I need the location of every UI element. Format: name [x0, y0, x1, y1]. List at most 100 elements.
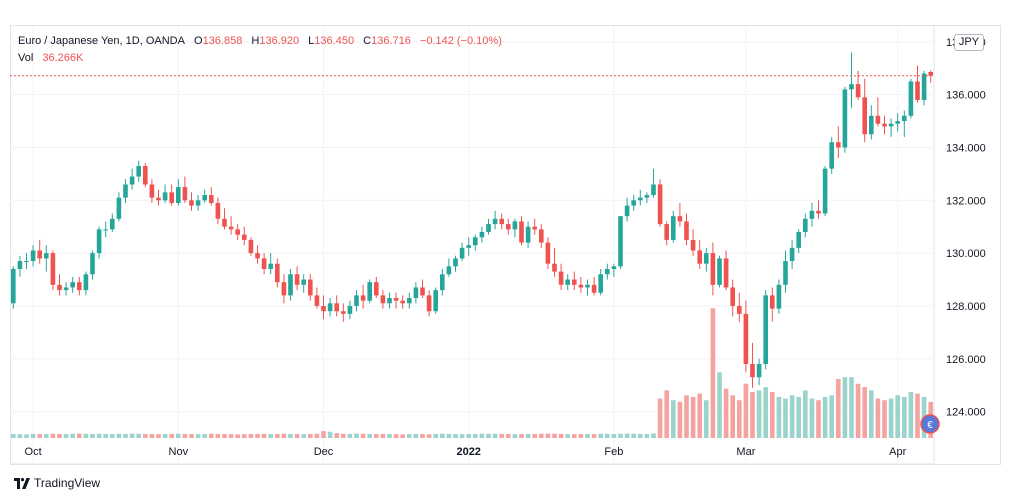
- candle-body: [261, 258, 267, 269]
- price-tick-label: 132.000: [946, 195, 986, 207]
- tradingview-footer[interactable]: TradingView: [14, 474, 100, 492]
- volume-bar: [228, 434, 234, 438]
- candle-body: [611, 266, 617, 269]
- volume-bar: [895, 395, 901, 438]
- volume-bar: [453, 434, 458, 438]
- candle-body: [387, 298, 392, 304]
- candle-body: [360, 295, 366, 301]
- volume-bar: [750, 392, 755, 438]
- candle-body: [849, 84, 854, 90]
- volume-bar: [380, 433, 386, 438]
- volume-bar: [208, 433, 214, 438]
- currency-badge[interactable]: JPY: [954, 34, 984, 51]
- volume-bar: [10, 434, 16, 438]
- volume-bar: [532, 434, 538, 438]
- price-tick-label: 128.000: [946, 301, 986, 313]
- volume-bar: [624, 433, 630, 438]
- price-tick-label: 130.000: [946, 248, 986, 260]
- volume-bar: [651, 433, 656, 438]
- candle-body: [340, 311, 346, 314]
- symbol-name: Euro / Japanese Yen, 1D, OANDA: [18, 35, 185, 47]
- volume-bar: [552, 433, 557, 438]
- volume-bar: [400, 434, 406, 438]
- volume-bar: [268, 434, 274, 438]
- volume-bar: [723, 388, 729, 438]
- volume-bar: [321, 431, 326, 438]
- volume-bar: [24, 434, 29, 438]
- low-value: 136.450: [314, 35, 355, 47]
- candle-body: [380, 295, 386, 304]
- high-value: 136.920: [259, 35, 300, 47]
- time-tick-label: 2022: [456, 446, 480, 458]
- candle-body: [565, 279, 571, 285]
- volume-bar: [472, 433, 478, 438]
- volume-bar: [314, 433, 320, 438]
- candle-body: [327, 303, 333, 312]
- volume-bar: [769, 392, 775, 438]
- candle-body: [598, 274, 604, 293]
- volume-bar: [796, 396, 802, 438]
- volume-bar: [901, 396, 907, 438]
- candle-body: [717, 258, 722, 285]
- candle-body: [921, 73, 927, 100]
- time-tick-label: Feb: [604, 446, 623, 458]
- candle-body: [136, 165, 142, 177]
- volume-bar: [90, 434, 95, 438]
- candle-body: [796, 232, 802, 248]
- candle-body: [783, 261, 788, 285]
- candle-body: [426, 295, 432, 312]
- volume-bar: [829, 395, 835, 438]
- volume-bar: [763, 387, 769, 438]
- volume-bar: [565, 434, 571, 438]
- candle-body: [895, 121, 901, 124]
- candle-body: [182, 187, 188, 201]
- volume-bar: [756, 390, 762, 438]
- candle-body: [103, 229, 109, 231]
- candle-body: [657, 184, 663, 225]
- candle-body: [189, 200, 194, 206]
- candle-body: [769, 295, 775, 309]
- candle-body: [532, 226, 538, 230]
- candle-body: [789, 247, 795, 262]
- candle-body: [215, 202, 221, 219]
- legend-ohlc: Euro / Japanese Yen, 1D, OANDA O136.858 …: [18, 35, 502, 47]
- candle-body: [710, 253, 716, 285]
- candle-body: [116, 197, 122, 219]
- volume-bar: [354, 433, 359, 438]
- volume-bar: [63, 434, 69, 438]
- candle-body: [459, 247, 465, 259]
- candle-body: [228, 226, 234, 230]
- candle-body: [406, 298, 412, 304]
- volume-value: 36.266K: [42, 52, 84, 64]
- candle-body: [505, 224, 511, 230]
- volume-bar: [512, 434, 518, 438]
- candle-body: [63, 287, 69, 291]
- candle-body: [882, 123, 887, 127]
- candle-body: [512, 221, 518, 230]
- volume-bar: [281, 433, 287, 438]
- volume-bar: [30, 434, 36, 438]
- candle-body: [578, 284, 584, 288]
- candle-body: [241, 234, 247, 240]
- price-tick-label: 124.000: [946, 407, 986, 419]
- close-value: 136.716: [371, 35, 411, 47]
- candle-body: [37, 250, 43, 259]
- candle-body: [690, 239, 696, 251]
- candle-body: [70, 282, 76, 288]
- volume-bar: [598, 433, 604, 438]
- volume-bar: [261, 433, 267, 438]
- candle-body: [50, 253, 56, 285]
- price-tick-label: 126.000: [946, 354, 986, 366]
- open-label: O: [194, 35, 203, 47]
- candle-body: [829, 142, 835, 169]
- volume-bar: [585, 433, 590, 438]
- volume-bar: [492, 433, 498, 438]
- candle-body: [446, 266, 452, 275]
- volume-bar: [519, 434, 524, 438]
- volume-bar: [783, 398, 788, 438]
- candle-body: [367, 282, 373, 301]
- volume-bar: [868, 390, 874, 438]
- volume-bar: [294, 434, 300, 438]
- volume-bar: [175, 433, 181, 438]
